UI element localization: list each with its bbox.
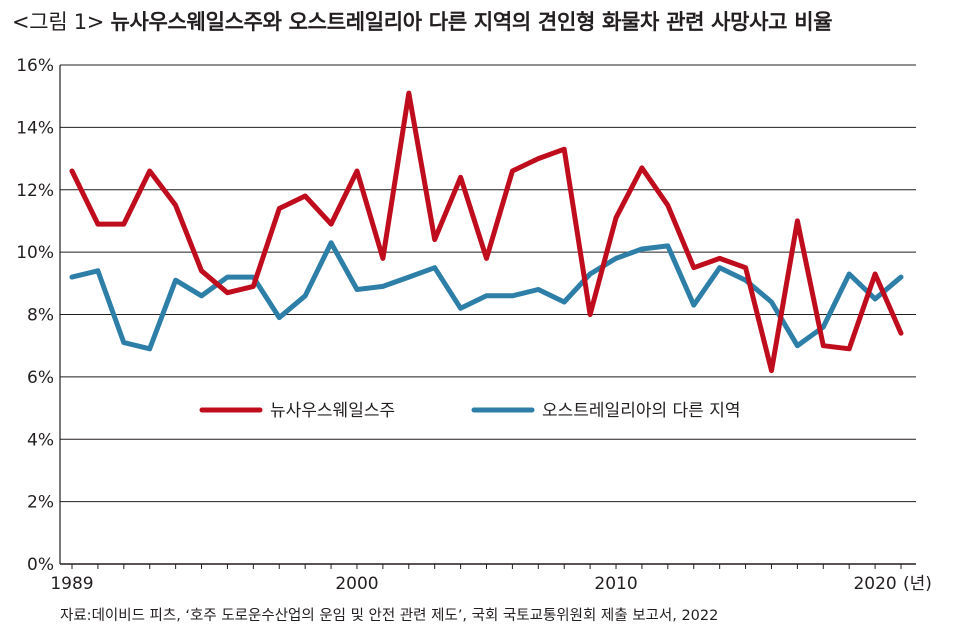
data-point-nsw [691, 265, 696, 270]
data-point-other [147, 346, 152, 352]
data-point-other [432, 265, 437, 270]
data-point-nsw [380, 256, 386, 261]
data-point-other [354, 287, 360, 292]
data-point-other [562, 299, 567, 305]
data-point-other [587, 271, 593, 277]
chart-title-text: 뉴사우스웨일스주와 오스트레일리아 다른 지역의 견인형 화물차 관련 사망사고… [110, 10, 833, 34]
data-point-nsw [510, 168, 515, 174]
data-point-nsw [277, 206, 282, 211]
x-tick-label: 1989 [50, 574, 93, 594]
data-point-nsw [147, 168, 152, 174]
y-tick-label: 0% [27, 555, 54, 575]
data-point-other [173, 277, 178, 283]
y-tick-label: 10% [16, 243, 54, 263]
data-point-other [665, 243, 671, 249]
data-point-nsw [406, 90, 411, 96]
data-point-other [846, 271, 852, 277]
data-point-other [691, 302, 696, 308]
data-point-nsw [536, 156, 541, 161]
data-point-other [613, 256, 619, 261]
source-note: 자료:데이비드 피츠, ‘호주 도로운수산업의 운임 및 안전 관련 제도’, … [60, 608, 719, 624]
data-point-nsw [95, 221, 101, 227]
data-point-other [302, 293, 308, 298]
data-point-nsw [121, 221, 127, 227]
data-point-other [484, 293, 489, 298]
data-point-other [510, 293, 515, 298]
data-point-nsw [173, 203, 178, 208]
data-point-nsw [639, 165, 645, 171]
data-point-nsw [898, 331, 904, 336]
data-point-nsw [432, 237, 437, 242]
data-point-other [898, 274, 904, 280]
x-tick-label: 2020 [853, 574, 896, 594]
y-tick-label: 6% [27, 368, 54, 388]
y-tick-label: 4% [27, 430, 54, 450]
data-point-nsw [743, 265, 748, 270]
y-tick-label: 14% [16, 118, 54, 138]
data-point-other [277, 315, 282, 320]
data-point-nsw [225, 290, 230, 295]
chart-title: <그림 1> 뉴사우스웨일스주와 오스트레일리아 다른 지역의 견인형 화물차 … [12, 6, 833, 36]
y-tick-label: 2% [27, 493, 54, 513]
x-unit-label: (년) [903, 574, 932, 594]
data-point-nsw [587, 312, 593, 317]
data-point-other [406, 274, 411, 280]
data-point-nsw [717, 256, 722, 261]
y-tick-label: 12% [16, 181, 54, 201]
legend-label-other: 오스트레일리아의 다른 지역 [542, 401, 741, 421]
data-point-other [121, 340, 127, 345]
data-point-nsw [665, 203, 671, 208]
x-tick-label: 2000 [335, 574, 378, 594]
data-point-nsw [302, 193, 308, 199]
data-point-nsw [328, 221, 334, 227]
data-point-other [769, 299, 774, 305]
data-point-nsw [69, 168, 75, 174]
data-point-nsw [484, 256, 489, 261]
data-point-other [95, 268, 101, 274]
data-point-nsw [613, 215, 619, 221]
data-point-other [795, 343, 800, 348]
data-point-nsw [821, 343, 826, 348]
data-point-other [328, 240, 334, 245]
data-point-nsw [769, 368, 774, 373]
data-point-nsw [872, 271, 878, 277]
y-tick-label: 8% [27, 306, 54, 326]
data-point-nsw [562, 147, 567, 152]
data-point-other [69, 274, 75, 280]
data-point-other [639, 246, 645, 252]
data-point-other [199, 293, 204, 298]
data-point-nsw [458, 175, 463, 180]
data-point-other [458, 306, 463, 311]
data-point-other [380, 284, 386, 289]
data-point-nsw [199, 268, 204, 274]
data-point-other [536, 287, 541, 292]
series-line-nsw [69, 90, 904, 374]
x-tick-label: 2010 [594, 574, 637, 594]
data-point-nsw [251, 284, 256, 289]
data-point-nsw [795, 218, 800, 224]
data-point-nsw [846, 346, 852, 352]
legend-label-nsw: 뉴사우스웨일스주 [270, 401, 395, 421]
y-tick-label: 16% [16, 56, 54, 76]
figure-number: <그림 1> [12, 10, 105, 34]
data-point-other [717, 265, 722, 270]
data-point-nsw [354, 168, 360, 174]
data-point-other [225, 274, 230, 280]
data-point-other [872, 296, 878, 302]
